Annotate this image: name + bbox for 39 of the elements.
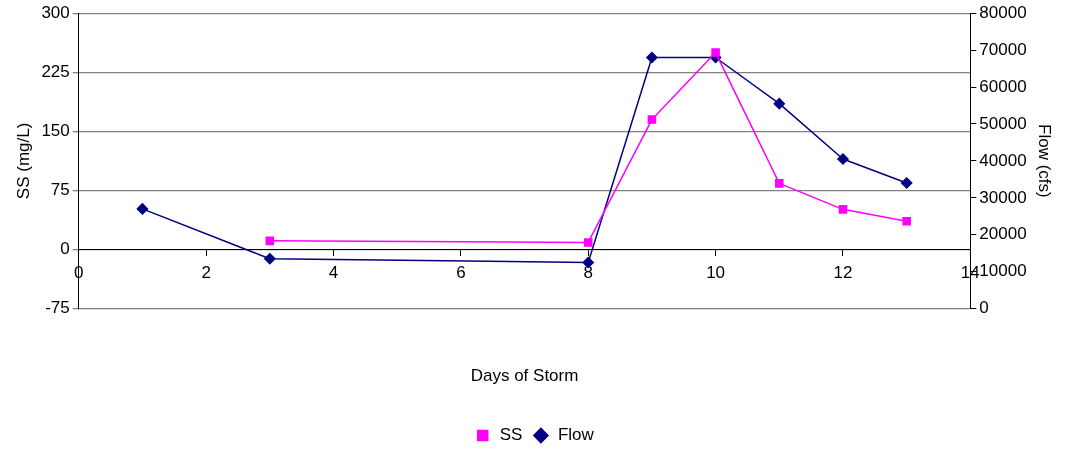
y2-tick-label: 70000 bbox=[979, 39, 1027, 59]
y-tick-label: 150 bbox=[41, 121, 70, 141]
x-tick-label: 10 bbox=[706, 263, 726, 283]
point bbox=[837, 153, 849, 165]
point bbox=[838, 205, 848, 214]
y-tick-label: 225 bbox=[41, 61, 70, 81]
point bbox=[711, 48, 720, 57]
y-tick-label: -75 bbox=[45, 298, 70, 318]
y2-tick-label: 0 bbox=[979, 298, 989, 318]
point bbox=[774, 179, 784, 188]
y-tick-label: 0 bbox=[60, 239, 70, 259]
y2-tick-label: 50000 bbox=[979, 113, 1027, 133]
point bbox=[646, 51, 658, 64]
x-tick-label: 8 bbox=[583, 263, 593, 283]
y2-tick-label: 40000 bbox=[979, 150, 1027, 170]
y2-tick-label: 80000 bbox=[979, 2, 1027, 22]
point bbox=[265, 236, 275, 246]
y2-axis-title: Flow (cfs) bbox=[1035, 124, 1055, 198]
point bbox=[902, 216, 911, 226]
x-tick-label: 12 bbox=[833, 263, 853, 283]
y2-tick-label: 60000 bbox=[979, 76, 1027, 96]
point bbox=[647, 115, 657, 124]
y2-tick-label: 20000 bbox=[979, 224, 1027, 244]
point bbox=[900, 177, 913, 189]
y2-tick-label: 10000 bbox=[979, 261, 1027, 281]
y2-tick-label: 30000 bbox=[979, 187, 1027, 207]
point bbox=[136, 203, 149, 215]
y-tick-label: 75 bbox=[50, 180, 70, 200]
y-axis-title: SS (mg/L) bbox=[13, 122, 33, 200]
legend-label: SS bbox=[499, 425, 523, 445]
point bbox=[773, 97, 786, 110]
y-tick-label: 300 bbox=[41, 2, 70, 22]
legend-label: Flow bbox=[557, 425, 595, 445]
x-tick-label: 6 bbox=[456, 263, 466, 283]
point bbox=[583, 238, 593, 247]
point bbox=[264, 253, 276, 265]
x-tick-label: 4 bbox=[328, 263, 339, 283]
x-axis-title: Days of Storm bbox=[470, 366, 579, 386]
x-tick-label: 2 bbox=[201, 263, 211, 283]
